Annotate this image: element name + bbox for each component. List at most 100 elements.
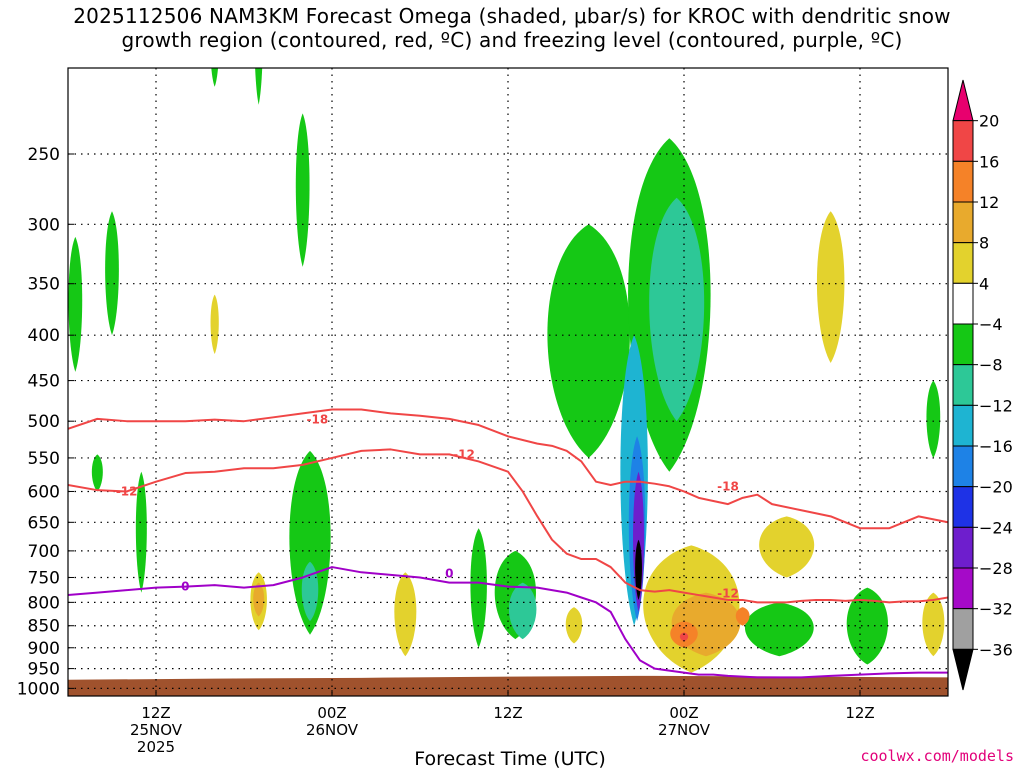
colorbar-segment [952,404,974,447]
omega-shade-region [470,528,487,648]
omega-shade-region [295,113,310,267]
y-tick-label: 600 [28,482,60,502]
contour-line [68,448,948,604]
omega-shade-region [635,539,642,600]
x-tick-label: 00Z [669,704,698,722]
colorbar-segment [952,282,974,325]
contour-labels: -18 -12 -12 -18 -12 0 0 [116,413,739,601]
omega-shade-region [91,454,103,492]
omega-shade-region [508,582,537,640]
x-tick-label: 27NOV [658,721,711,739]
colorbar-label: 12 [979,193,999,212]
colorbar-label: 16 [979,152,999,171]
y-tick-label: 350 [28,275,60,295]
colorbar-segment [952,120,974,162]
colorbar-segment [952,160,974,203]
omega-shade-region [394,572,417,657]
colorbar-label: 4 [979,274,989,293]
x-tick-label: 12Z [141,704,170,722]
colorbar-label: 8 [979,234,989,253]
contour-label: -12 [717,587,739,601]
y-tick-label: 450 [28,372,60,392]
source-watermark: coolwx.com/models [860,747,1014,765]
colorbar-segment [952,648,974,691]
colorbar-segment [952,445,974,488]
colorbar-segment [952,608,974,650]
x-tick-label: 00Z [317,704,346,722]
omega-shade-region [744,602,814,657]
omega-shade-region [289,450,331,635]
omega-shade-region [759,516,815,578]
temperature-contours [68,408,948,679]
omega-shade-region [255,68,263,105]
x-tick-label: 26NOV [306,721,359,739]
omega-shade-region [105,211,119,336]
y-tick-label: 950 [28,660,60,680]
colorbar-segment [952,242,974,284]
omega-shade-region [253,582,265,617]
omega-shade-region [922,592,945,657]
colorbar-label: −24 [979,518,1013,537]
x-tick-label: 2025 [137,738,175,756]
x-tick-label: 12Z [493,704,522,722]
omega-shade-region [846,587,888,665]
omega-shade-region [679,632,689,642]
colorbar-segment [952,79,974,122]
y-tick-label: 900 [28,639,60,659]
colorbar-label: −8 [979,356,1003,375]
x-tick-label: 25NOV [130,721,183,739]
colorbar-label: −20 [979,478,1013,497]
x-axis-title: Forecast Time (UTC) [414,748,605,768]
y-tick-label: 800 [28,593,60,613]
contour-label: -12 [453,447,475,461]
omega-shade-region [211,68,218,87]
colorbar-label: −4 [979,315,1003,334]
colorbar-label: −12 [979,396,1013,415]
colorbar-segment [952,567,974,610]
y-tick-label: 300 [28,215,60,235]
y-tick-label: 500 [28,412,60,432]
omega-shade-region [926,380,941,458]
y-tick-label: 250 [28,145,60,165]
omega-shading [68,68,945,673]
colorbar-segment [952,201,974,244]
colorbar-segment [952,323,974,366]
omega-shade-region [735,607,750,626]
colorbar-label: −32 [979,600,1013,619]
title-line-2: growth region (contoured, red, ºC) and f… [121,28,903,52]
colorbar-segment [952,364,974,406]
y-tick-label: 550 [28,449,60,469]
omega-shade-region [565,607,583,644]
y-tick-label: 700 [28,542,60,562]
colorbar-label: −16 [979,437,1013,456]
pressure-gridlines [68,68,948,696]
y-tick-label: 750 [28,568,60,588]
colorbar-segment [952,526,974,569]
chart-title: 2025112506 NAM3KM Forecast Omega (shaded… [0,4,1024,52]
contour-label: 0 [445,566,453,580]
colorbar-label: −36 [979,640,1013,659]
contour-label: -18 [717,479,739,493]
colorbar-label: −28 [979,559,1013,578]
omega-shade-region [816,211,845,364]
colorbar-label: 20 [979,112,999,131]
contour-label: 0 [181,580,189,594]
y-tick-label: 400 [28,326,60,346]
title-line-1: 2025112506 NAM3KM Forecast Omega (shaded… [73,4,951,28]
omega-shade-region [135,471,147,593]
y-tick-label: 650 [28,513,60,533]
omega-shade-region [649,197,705,422]
contour-label: -12 [116,484,138,498]
contour-label: -18 [306,413,328,427]
omega-colorbar: 20 16 12 8 4 −4 −8 −12 −16 −20 −24 −28 −32 −36 [952,79,1013,691]
pressure-axis: 2503003504004505005506006507007508008509… [17,145,74,699]
omega-shade-region [68,236,83,372]
contour-line [68,408,948,530]
y-tick-label: 850 [28,617,60,637]
y-tick-label: 1000 [17,679,60,699]
omega-shade-region [210,294,219,354]
x-tick-label: 12Z [845,704,874,722]
contour-line [68,566,948,679]
